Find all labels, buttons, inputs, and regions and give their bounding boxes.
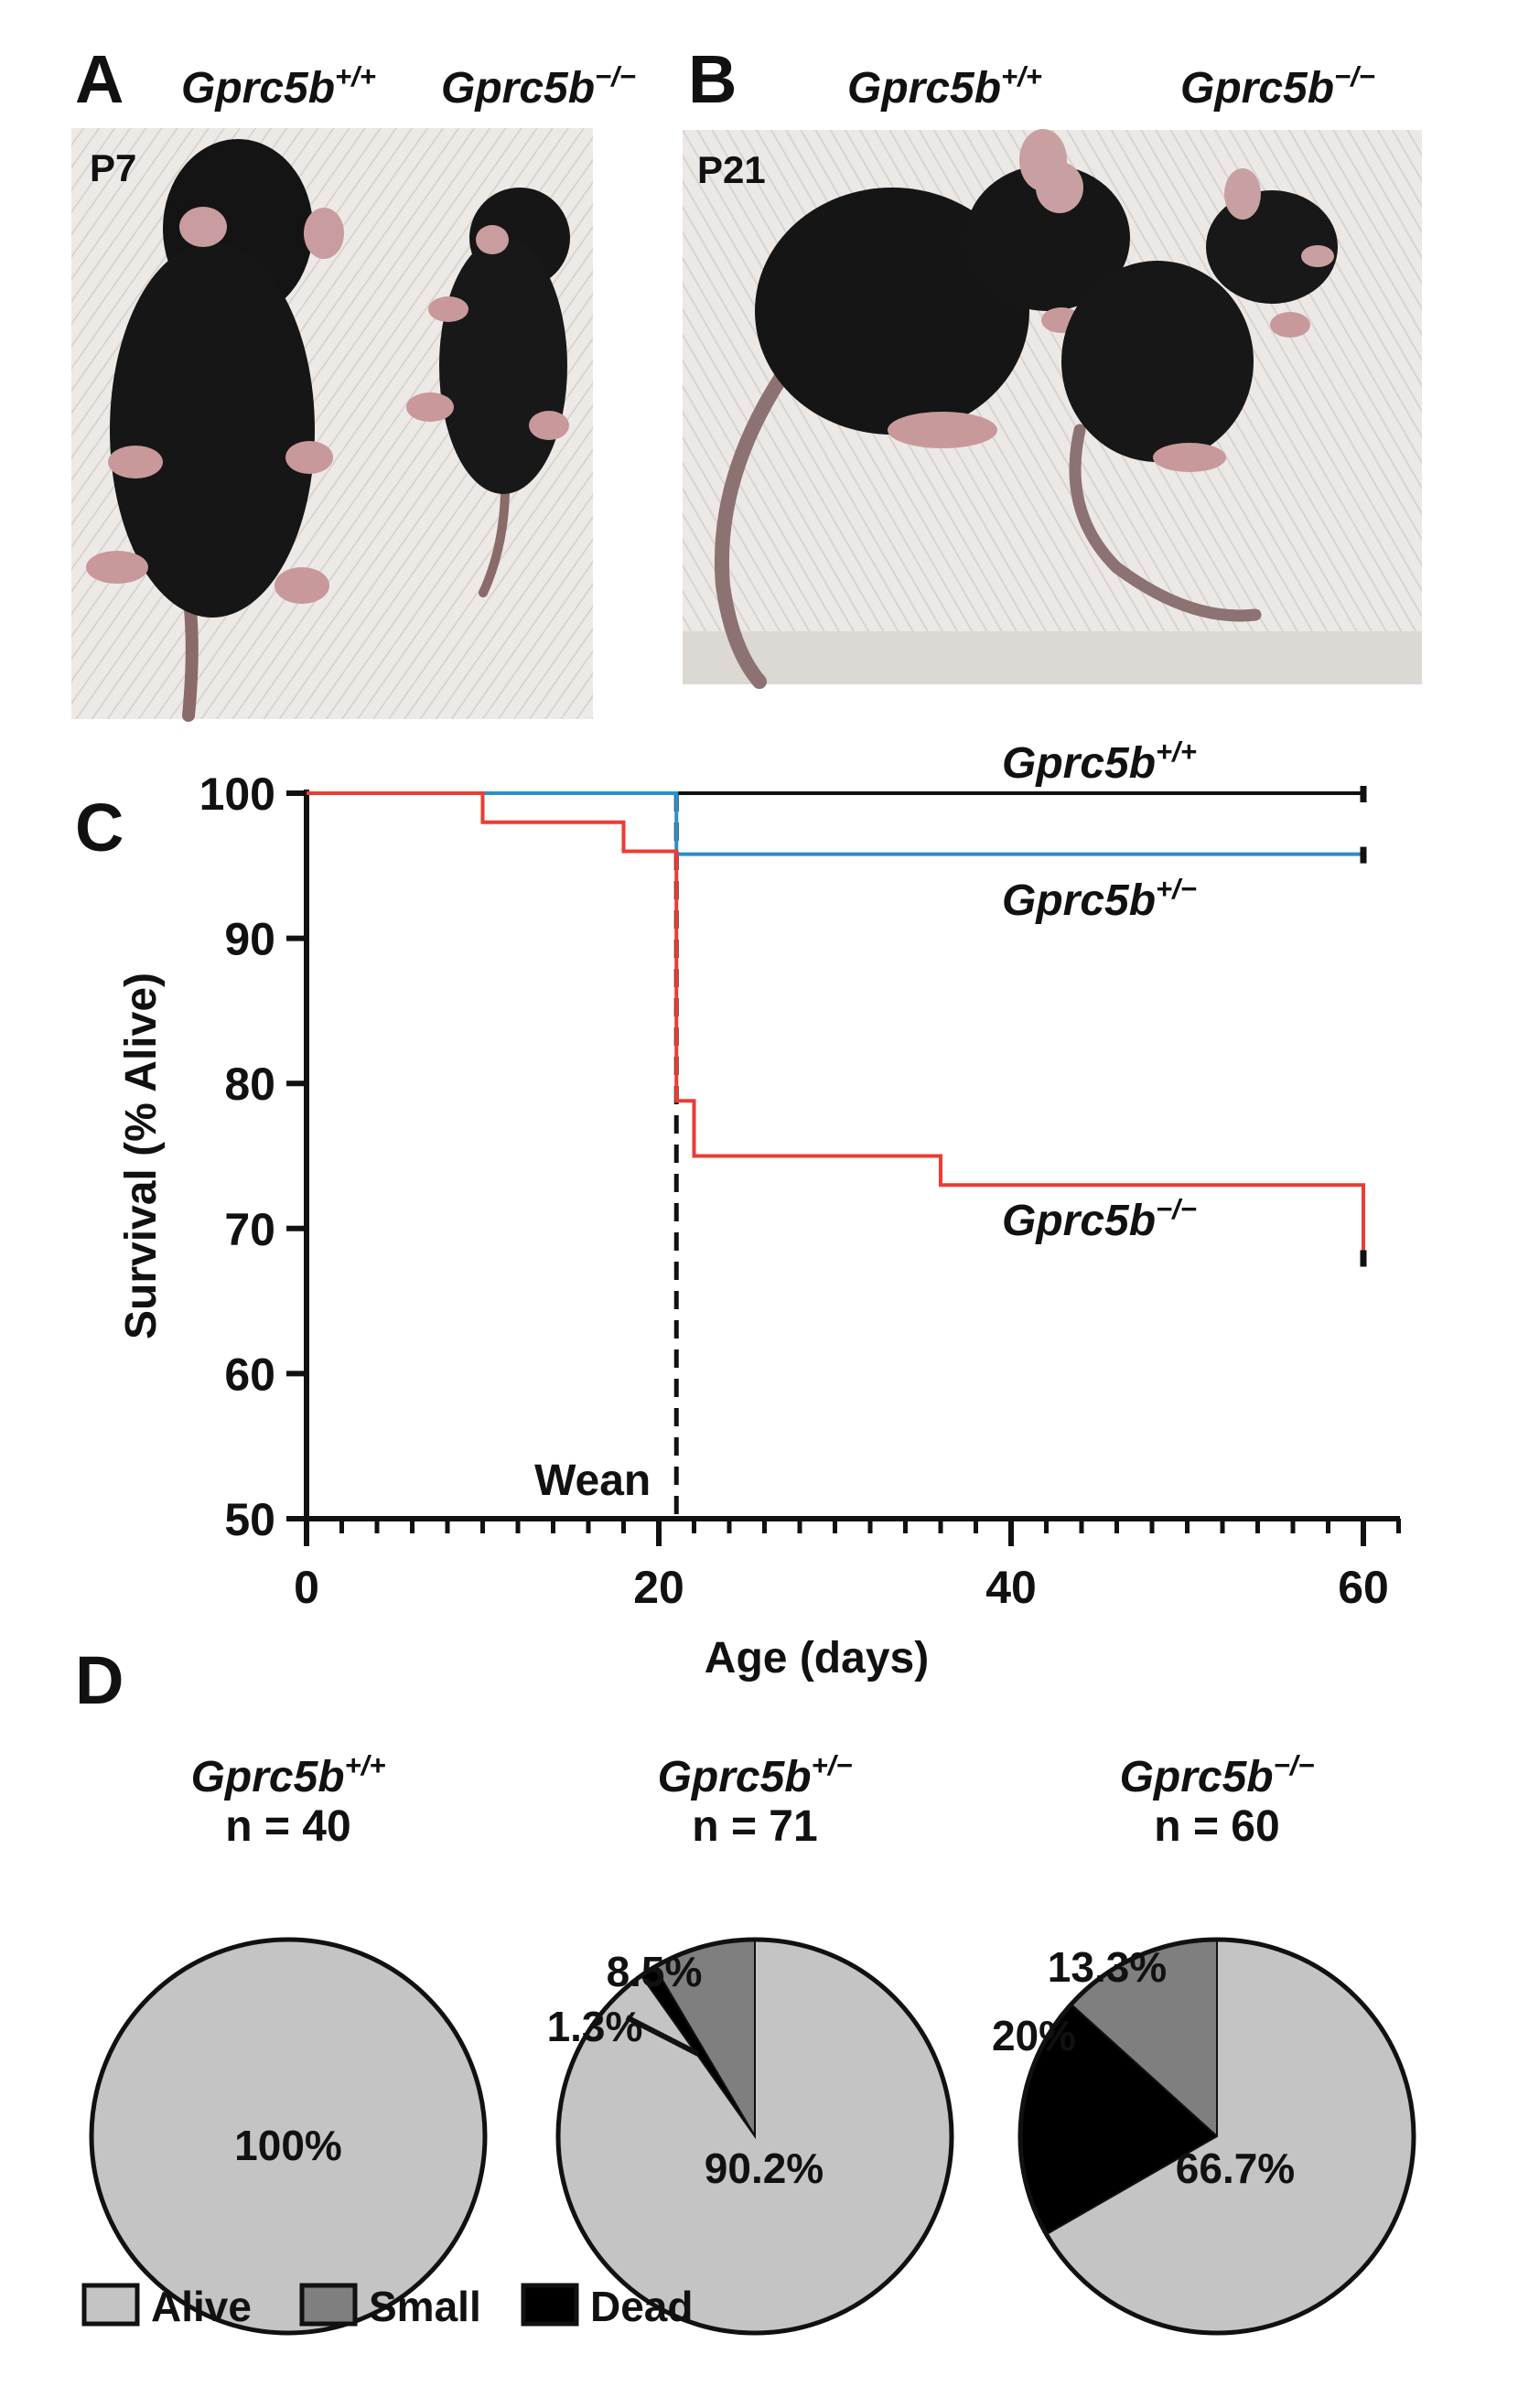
panel-b-label: B [688,41,737,117]
panel-d-label: D [75,1642,124,1718]
pie-n: n = 60 [1154,1802,1279,1851]
pie-0: Gprc5b+/+n = 40 100% [89,1749,488,2336]
y-tick-label: 100 [199,769,275,820]
y-tick-label: 70 [224,1204,275,1255]
mouse-knockout-p7 [406,188,570,597]
mouse-wildtype-p21 [714,129,1130,689]
legend-label-small: Small [369,2283,481,2330]
pie-pct-dead: 1.3% [547,2003,643,2050]
survival-chart: 50 60 70 80 90 100 0 20 40 60 Age (days) Survival (… [117,736,1401,1682]
x-tick-label: 60 [1338,1562,1389,1613]
pie-title: Gprc5b+/− [658,1749,853,1801]
series-label-1: Gprc5b+/− [1002,873,1197,925]
series-line-2 [307,791,1365,1258]
panel-a-label: A [75,41,124,117]
pie-pct-alive: 90.2% [705,2145,824,2192]
pie-pct-dead: 20% [992,2012,1076,2059]
legend-label-dead: Dead [590,2283,693,2330]
panel-a-genotype-ko: Gprc5b−/− [441,60,636,113]
pie-pct-small: 13.3% [1048,1943,1167,1991]
x-tick-label: 0 [294,1562,319,1613]
y-tick-label: 50 [224,1494,275,1545]
panel-a-genotype-wt: Gprc5b+/+ [181,60,376,113]
pie-pct-small: 8.5% [607,1948,703,1995]
y-tick-label: 90 [224,914,275,965]
panel-b-photo: P21 [683,129,1422,689]
pie-title: Gprc5b−/− [1120,1749,1315,1801]
legend-swatch-dead [521,2283,579,2327]
x-tick-label: 20 [633,1562,684,1613]
panel-b-genotype-ko: Gprc5b−/− [1180,60,1375,113]
panel-c-label: C [75,790,124,865]
pie-charts: Gprc5b+/+n = 40 100% Gprc5b+/−n = 71 8.5% 1.… [89,1749,1416,2336]
x-axis-label: Age (days) [705,1634,929,1682]
series-line-1 [307,791,1363,856]
pie-slice [89,1937,488,2336]
panel-a-photo: P7 [71,128,593,722]
wean-label: Wean [534,1457,651,1505]
mouse-knockout-p21 [1061,168,1338,622]
y-axis-label: Survival (% Alive) [117,973,166,1339]
pie-1: Gprc5b+/−n = 71 8.5% 1.3% 90.2% [547,1749,954,2336]
leader-line [625,2015,700,2057]
legend-swatch-small [299,2283,358,2327]
pie-n: n = 40 [225,1802,350,1851]
pie-outline [555,1937,954,2336]
panel-b-genotype-wt: Gprc5b+/+ [847,60,1042,113]
pie-pct-alive: 66.7% [1176,2145,1295,2192]
series-label-2: Gprc5b−/− [1002,1193,1197,1245]
series-label-0: Gprc5b+/+ [1002,736,1197,788]
pie-n: n = 71 [692,1802,817,1851]
y-tick-label: 60 [224,1349,275,1400]
legend-label-alive: Alive [151,2283,252,2330]
panel-a-age-label: P7 [90,146,136,189]
x-tick-label: 40 [985,1562,1037,1613]
legend-swatch-alive [81,2283,140,2327]
panel-b-age-label: P21 [697,148,766,191]
pie-pct-alive: 100% [234,2122,342,2169]
pie-title: Gprc5b+/+ [191,1749,386,1801]
pie-outline [1017,1937,1416,2336]
mouse-wildtype-p7 [86,139,344,722]
pie-2: Gprc5b−/−n = 60 13.3% 20% 66.7% [992,1749,1416,2336]
pie-legend: Alive Small Dead [81,2283,693,2330]
y-tick-label: 80 [224,1059,275,1110]
